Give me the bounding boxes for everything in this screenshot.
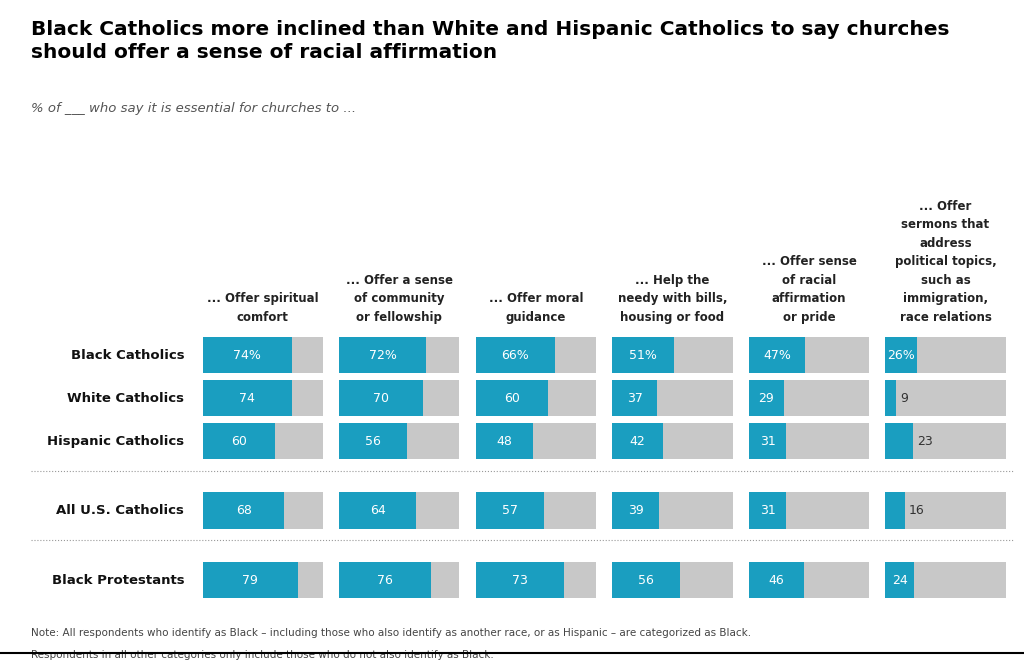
Text: immigration,: immigration, [903, 292, 988, 305]
Text: ... Offer: ... Offer [920, 200, 972, 213]
Text: 23: 23 [918, 435, 933, 447]
Text: All U.S. Catholics: All U.S. Catholics [56, 504, 184, 517]
Text: 39: 39 [628, 504, 644, 517]
Text: 60: 60 [504, 392, 520, 405]
Text: needy with bills,: needy with bills, [617, 292, 727, 305]
Text: housing or food: housing or food [621, 311, 725, 324]
Text: 51%: 51% [629, 349, 657, 362]
Text: 31: 31 [760, 435, 775, 447]
Text: 73: 73 [512, 574, 527, 586]
Text: such as: such as [921, 274, 971, 287]
Text: 9: 9 [900, 392, 908, 405]
Text: political topics,: political topics, [895, 255, 996, 268]
Text: Respondents in all other categories only include those who do not also identify : Respondents in all other categories only… [31, 650, 494, 660]
Text: comfort: comfort [237, 311, 289, 324]
Text: ... Offer spiritual: ... Offer spiritual [207, 292, 318, 305]
Text: 57: 57 [502, 504, 518, 517]
Text: Black Protestants: Black Protestants [51, 574, 184, 586]
Text: 37: 37 [627, 392, 642, 405]
Text: 26%: 26% [887, 349, 914, 362]
Text: Black Catholics more inclined than White and Hispanic Catholics to say churches
: Black Catholics more inclined than White… [31, 20, 949, 62]
Text: 56: 56 [365, 435, 381, 447]
Text: 60: 60 [230, 435, 247, 447]
Text: 74%: 74% [233, 349, 261, 362]
Text: Hispanic Catholics: Hispanic Catholics [47, 435, 184, 447]
Text: 31: 31 [760, 504, 775, 517]
Text: address: address [920, 237, 972, 250]
Text: % of ___ who say it is essential for churches to ...: % of ___ who say it is essential for chu… [31, 102, 356, 116]
Text: 72%: 72% [369, 349, 396, 362]
Text: or pride: or pride [782, 311, 836, 324]
Text: 66%: 66% [502, 349, 529, 362]
Text: 48: 48 [497, 435, 513, 447]
Text: ... Offer a sense: ... Offer a sense [346, 274, 453, 287]
Text: affirmation: affirmation [772, 292, 846, 305]
Text: 76: 76 [377, 574, 393, 586]
Text: 47%: 47% [763, 349, 792, 362]
Text: 74: 74 [240, 392, 255, 405]
Text: sermons that: sermons that [901, 218, 989, 231]
Text: 64: 64 [370, 504, 386, 517]
Text: 68: 68 [236, 504, 252, 517]
Text: Note: All respondents who identify as Black – including those who also identify : Note: All respondents who identify as Bl… [31, 628, 751, 638]
Text: ... Offer moral: ... Offer moral [488, 292, 583, 305]
Text: of racial: of racial [782, 274, 836, 287]
Text: 56: 56 [638, 574, 654, 586]
Text: 24: 24 [892, 574, 907, 586]
Text: guidance: guidance [506, 311, 566, 324]
Text: 16: 16 [908, 504, 925, 517]
Text: ... Offer sense: ... Offer sense [762, 255, 856, 268]
Text: 79: 79 [243, 574, 258, 586]
Text: 29: 29 [759, 392, 774, 405]
Text: White Catholics: White Catholics [68, 392, 184, 405]
Text: race relations: race relations [899, 311, 991, 324]
Text: 46: 46 [769, 574, 784, 586]
Text: ... Help the: ... Help the [635, 274, 710, 287]
Text: or fellowship: or fellowship [356, 311, 442, 324]
Text: Black Catholics: Black Catholics [71, 349, 184, 362]
Text: 42: 42 [630, 435, 645, 447]
Text: 70: 70 [374, 392, 389, 405]
Text: of community: of community [354, 292, 444, 305]
